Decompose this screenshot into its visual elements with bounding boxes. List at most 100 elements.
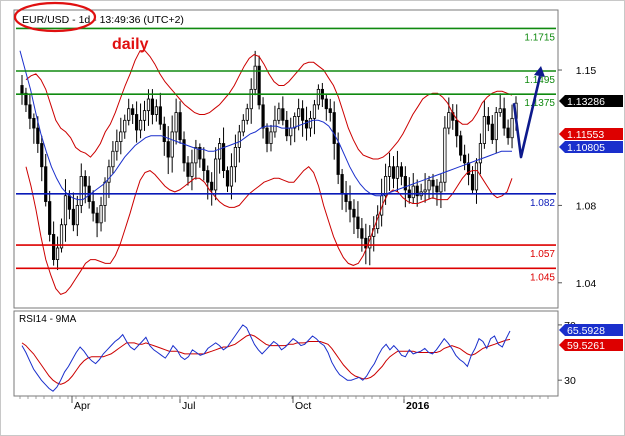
price-candle-body [257,65,261,106]
price-candle-body [415,185,419,197]
price-candle-body [344,193,348,202]
price-candle-body [83,176,87,187]
price-candle-body [52,234,56,260]
price-candle-body [316,88,321,106]
price-candle-body [59,224,64,249]
forecast-arrow-head [534,66,545,78]
price-candle-body [340,174,344,195]
time-axis-label: Jul [182,400,195,412]
price-candle-body [399,166,403,177]
price-candle-body [328,108,332,113]
time-axis-label: 2016 [406,400,430,412]
price-candle-body [447,112,451,129]
price-candle-body [67,195,72,210]
price-candle-body [466,162,471,175]
moving-average-line [19,50,512,201]
price-candle-body [324,98,328,110]
price-candle-body [269,131,273,144]
price-candle-body [79,176,83,206]
price-candle-body [297,108,301,117]
price-candle-body [463,154,467,164]
price-candle-body [455,119,459,137]
title-background [15,11,187,27]
price-candle-body [253,65,257,90]
price-candle-body [123,119,127,133]
price-candle-body [356,216,360,230]
price-candle-body [99,205,103,224]
price-candle-body [138,119,143,131]
price-candle-body [498,108,502,113]
level-label: 1.1715 [524,32,555,43]
price-candle-body [158,106,162,125]
timeframe-annotation: daily [112,36,149,53]
price-candle-body [293,116,297,129]
rsi-line [21,324,511,392]
price-candle-body [229,166,234,187]
price-value-tag [559,141,623,153]
price-candle-body [490,123,494,141]
price-candle-body [474,162,479,191]
rsi-axis-label: 30 [564,375,576,387]
price-value-tag [559,95,623,107]
price-candle-body [494,112,498,141]
price-candle-body [32,117,36,129]
price-candle-body [186,162,190,177]
price-candle-body [20,85,24,94]
price-candle-body [166,141,170,158]
price-candle-body [44,166,48,202]
price-candle-body [281,108,285,121]
price-candle-body [478,143,483,164]
price-candle-body [435,185,439,193]
price-candle-body [150,98,155,115]
rsi-value-tags: 65.5928 59.5261 [559,324,623,352]
price-candle-body [154,106,158,115]
price-candle-body [142,110,147,121]
price-candle-body [387,166,392,177]
price-value-tag [559,128,623,140]
price-candle-body [383,176,388,197]
price-candle-body [431,179,435,187]
rsi-value-tag-text: 59.5261 [567,340,605,352]
rsi-value-tag [559,339,623,351]
price-candle-body [95,212,99,224]
price-candle-body [391,166,396,179]
price-candle-body [71,208,75,226]
price-candle-body [300,108,305,121]
price-candle-body [510,117,514,139]
price-candle-body [439,181,443,193]
price-candle-body [352,208,356,218]
rsi-title-background [15,312,85,325]
level-label: 1.057 [530,249,555,260]
price-candle-body [210,181,214,191]
price-candle-body [131,108,135,115]
price-axis: 1.04 1.08 1.15 [558,65,596,290]
level-label: 1.082 [530,198,555,209]
price-panel-border [13,9,559,309]
price-candle-body [194,146,198,164]
price-candle-body [221,143,226,172]
price-candle-body [190,162,194,177]
price-candle-body [470,174,475,191]
price-axis-label: 1.15 [576,65,597,77]
price-candle-body [308,117,313,129]
price-candle-body [202,158,206,172]
rsi-value-tag [559,324,623,336]
price-candle-body [459,135,463,156]
bollinger-lower-band [25,166,513,295]
price-candle-body [119,131,123,142]
price-candle-body [486,116,490,125]
price-candle-body [265,127,269,144]
price-candle-body [217,143,222,160]
price-value-tag-text: 1.10805 [567,142,605,154]
price-candle-body [75,205,79,226]
price-candle-body [443,127,447,183]
price-candle-body [423,189,427,193]
rsi-value-tag-text: 65.5928 [567,325,605,337]
price-candle-body [411,185,415,199]
price-candle-body [506,127,510,139]
